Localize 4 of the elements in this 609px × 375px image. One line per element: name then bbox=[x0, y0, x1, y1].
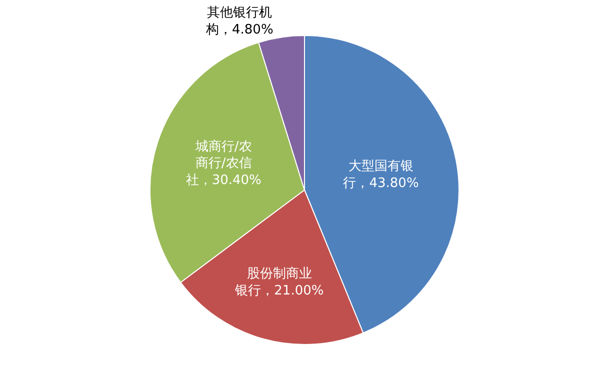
slice-label: 城商行/农商行/农信社，30.40% bbox=[186, 139, 262, 188]
slice-label: 其他银行机构，4.80% bbox=[205, 6, 274, 38]
slice-label: 大型国有银行，43.80% bbox=[343, 158, 419, 191]
slice-label: 股份制商业银行，21.00% bbox=[234, 266, 324, 298]
